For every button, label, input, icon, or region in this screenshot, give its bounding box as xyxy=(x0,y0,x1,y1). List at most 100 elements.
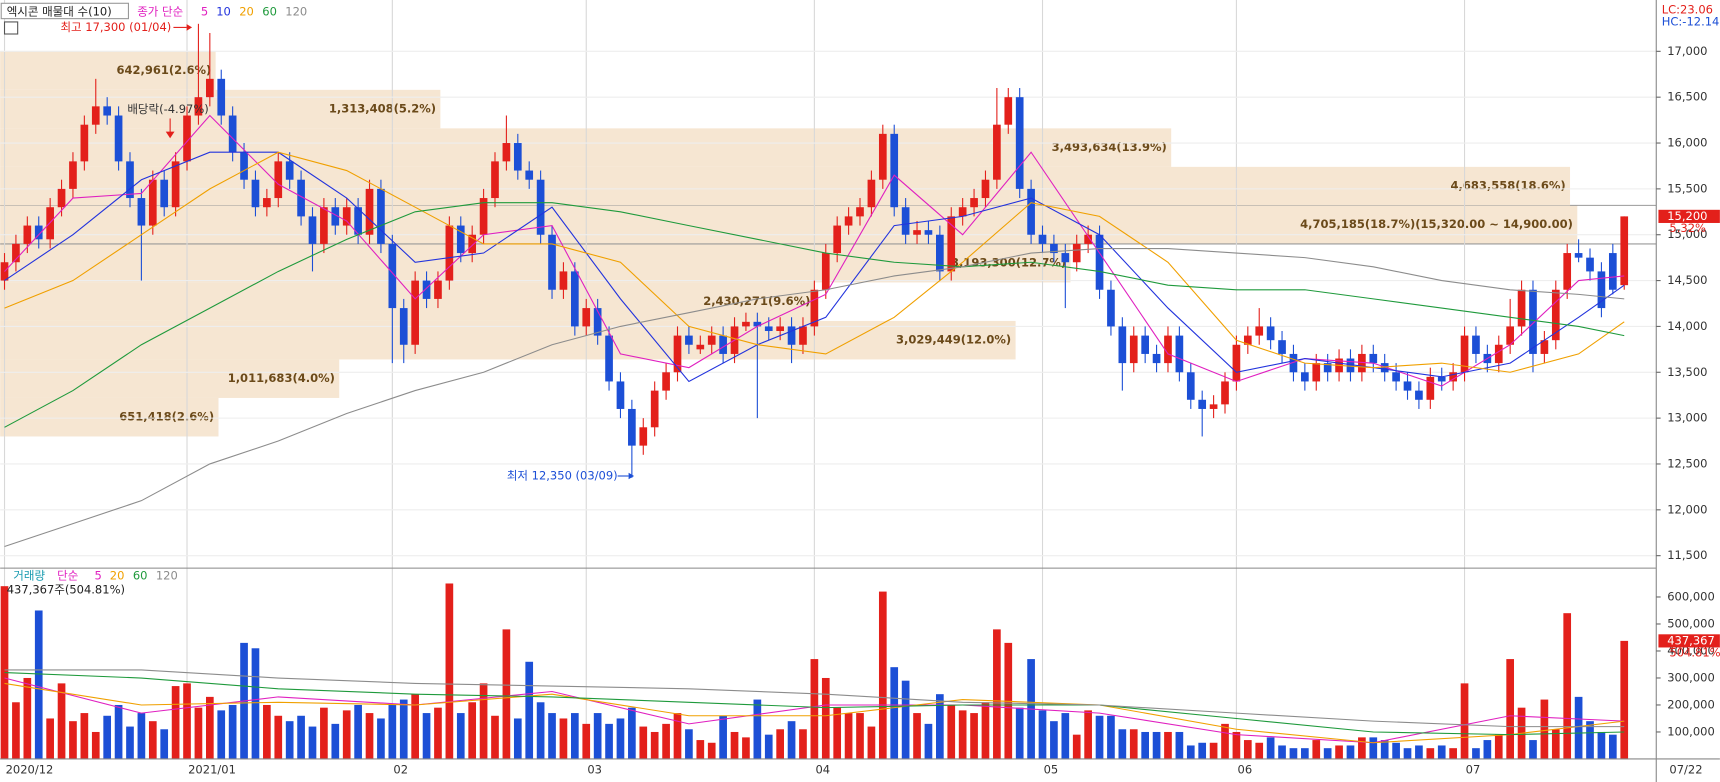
title-box xyxy=(0,2,129,20)
candle-body xyxy=(936,234,944,272)
volume-bar xyxy=(958,710,967,759)
candle-body xyxy=(559,271,568,290)
volume-bar xyxy=(890,667,899,759)
candle-body xyxy=(34,225,43,240)
candle-body xyxy=(308,216,317,244)
volume-bar xyxy=(1380,740,1389,759)
volume-bar xyxy=(1506,659,1515,759)
volume-bar xyxy=(1323,748,1332,759)
profile-label: 1,313,408(5.2%) xyxy=(329,102,436,116)
candle-body xyxy=(342,207,351,226)
candle-body xyxy=(228,115,237,153)
candle-body xyxy=(821,253,830,290)
volume-bar xyxy=(548,713,556,759)
candle-body xyxy=(1255,326,1264,336)
candle-body xyxy=(1209,404,1218,409)
candle-body xyxy=(1278,340,1286,354)
volume-bar xyxy=(137,713,146,759)
volume-bar xyxy=(856,713,864,759)
hc-label: HC:-12.14 xyxy=(1662,14,1720,28)
candle-body xyxy=(1620,216,1629,286)
candle-body xyxy=(993,124,1001,180)
candle-body xyxy=(137,198,146,226)
candle-body xyxy=(593,308,602,336)
legend-entry: 20 xyxy=(110,568,125,582)
legend-title: 종가 단순 xyxy=(137,5,183,19)
candle-body xyxy=(331,207,340,226)
candle-body xyxy=(799,326,807,345)
volume-bar xyxy=(662,723,670,759)
volume-bar xyxy=(1346,745,1355,759)
legend-title: 단순 xyxy=(57,568,78,582)
volume-bar xyxy=(411,694,419,759)
volume-bar xyxy=(491,715,499,759)
candle-body xyxy=(148,179,157,226)
volume-bar xyxy=(148,721,157,759)
volume-bar xyxy=(354,704,362,759)
volume-bar xyxy=(1107,715,1115,759)
grid-icon[interactable] xyxy=(3,21,19,35)
candle-body xyxy=(628,408,636,446)
profile-band xyxy=(0,166,1571,206)
candle-body xyxy=(1243,335,1252,345)
volume-bar xyxy=(753,699,762,759)
volume-bar xyxy=(1483,740,1492,759)
candle-body xyxy=(947,216,956,272)
volume-bar xyxy=(707,742,716,759)
volume-bar xyxy=(787,721,796,759)
volume-bar xyxy=(194,707,203,759)
y-tick-label: 16,000 xyxy=(1667,136,1707,150)
volume-bar xyxy=(228,704,237,759)
profile-label: 1,011,683(4.0%) xyxy=(228,371,335,385)
volume-bar xyxy=(1335,745,1343,759)
y-tick-label: 600,000 xyxy=(1667,589,1715,603)
last-volume-tag xyxy=(1658,634,1720,648)
legend-entry: 20 xyxy=(239,5,254,19)
candle-body xyxy=(1061,253,1070,263)
ratio-label: 504.81% xyxy=(1669,645,1720,659)
volume-bar xyxy=(799,729,807,759)
candle-body xyxy=(924,230,933,235)
volume-bar xyxy=(502,629,511,759)
candle-body xyxy=(582,308,591,327)
volume-bar xyxy=(536,702,545,759)
candle-body xyxy=(1449,372,1457,382)
volume-bar xyxy=(297,715,305,759)
candle-body xyxy=(833,225,842,254)
candle-body xyxy=(1380,363,1389,373)
ma-line xyxy=(4,202,1625,428)
candle-body xyxy=(867,179,876,208)
y-tick-label: 12,000 xyxy=(1667,502,1707,516)
candle-body xyxy=(1346,358,1355,373)
candle-body xyxy=(650,390,659,428)
volume-bar xyxy=(1072,734,1081,759)
grid xyxy=(0,0,1657,759)
volume-bar xyxy=(1472,748,1480,759)
candle-body xyxy=(297,179,305,217)
candle-body xyxy=(320,207,328,244)
candle-body xyxy=(856,207,864,217)
candle-body xyxy=(205,78,214,98)
volume-bar xyxy=(422,713,431,759)
candle-body xyxy=(388,243,397,309)
volume-bar xyxy=(468,702,477,759)
lc-label: LC:23.06 xyxy=(1662,2,1713,16)
candle-body xyxy=(913,230,921,235)
volume-bar xyxy=(1608,734,1617,759)
legend-entry: 10 xyxy=(216,5,231,19)
volume-bar xyxy=(1038,710,1047,759)
candle-body xyxy=(1586,257,1594,272)
candle-body xyxy=(1186,372,1195,400)
profile-label: 651,418(2.6%) xyxy=(119,410,214,424)
volume-bar xyxy=(1494,734,1503,759)
x-tick-label: 07 xyxy=(1466,762,1481,776)
volume-status: 437,367주(504.81%) xyxy=(7,583,125,597)
volume-bar xyxy=(1392,742,1400,759)
volume-bar xyxy=(776,729,784,759)
candle-body xyxy=(548,234,556,290)
candle-body xyxy=(844,216,853,226)
volume-bar xyxy=(1369,737,1378,759)
volume-bar xyxy=(251,648,260,759)
candle-body xyxy=(1289,353,1298,373)
candle-body xyxy=(80,124,89,162)
